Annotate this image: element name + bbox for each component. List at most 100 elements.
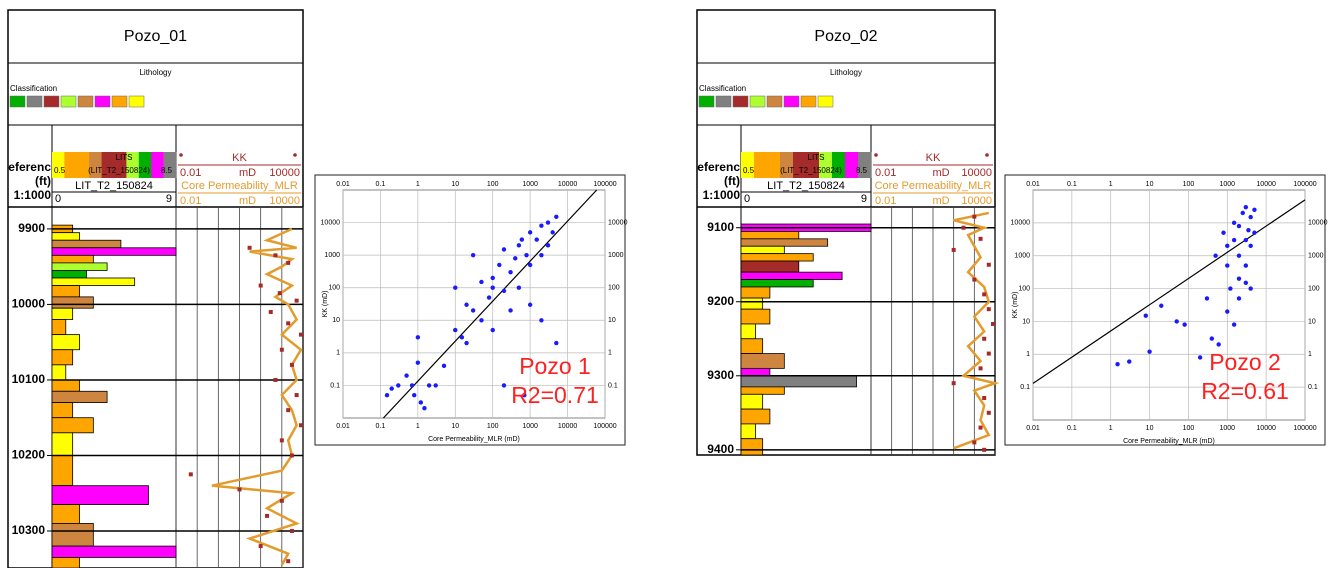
lithology-bar <box>51 319 67 336</box>
depth-header: (ft) <box>35 174 51 188</box>
x-tick-label-top: 100 <box>1183 181 1195 188</box>
lits-strip <box>138 152 152 178</box>
lithology-bar <box>51 247 177 256</box>
kk-point <box>982 395 987 400</box>
lithology-bar <box>51 417 94 434</box>
lits-min: 0.5 <box>743 166 755 175</box>
x-tick-label: 10000 <box>1256 425 1276 432</box>
lits-strip <box>832 152 846 178</box>
kk-point <box>294 298 299 303</box>
curve-max: 9 <box>861 193 867 205</box>
class-swatch <box>111 95 128 108</box>
point <box>1159 303 1164 308</box>
point <box>404 373 409 378</box>
point <box>554 340 559 346</box>
header-dot <box>179 153 183 157</box>
kk-point <box>279 498 284 503</box>
x-tick-label: 0.01 <box>1026 425 1040 432</box>
x-tick-label: 1000 <box>1219 425 1235 432</box>
lithology-bar <box>51 504 80 524</box>
lithology-bar <box>740 367 771 377</box>
point <box>1236 276 1242 281</box>
point <box>516 285 522 290</box>
point <box>501 383 507 388</box>
kk-point <box>289 528 294 533</box>
y-tick-label: 1000 <box>1014 253 1030 260</box>
header-dot <box>874 153 878 157</box>
annotation: R2=0.61 <box>1201 378 1289 404</box>
curve-name: Core Permeability_MLR <box>875 180 992 192</box>
kk-point <box>279 347 284 352</box>
class-swatch <box>94 95 111 108</box>
kk-point <box>188 472 193 477</box>
curve-unit: mD <box>239 167 256 179</box>
curve-name: LIT_T2_150824 <box>767 180 845 192</box>
lithology-bar <box>51 485 149 505</box>
kk-point <box>982 292 987 297</box>
point <box>1243 263 1249 268</box>
kk-point <box>268 309 273 314</box>
kk-point <box>978 366 983 371</box>
point <box>539 223 544 228</box>
lits-strip <box>741 152 755 178</box>
y-tick-label: 10 <box>332 317 340 324</box>
annotation: Pozo 1 <box>519 353 591 379</box>
curve-max: 10000 <box>269 167 300 179</box>
depth-label: 9100 <box>707 220 734 234</box>
x-tick-label-top: 1000 <box>1219 181 1235 188</box>
point <box>539 318 544 323</box>
lithology-bar <box>51 270 87 279</box>
point <box>1127 359 1132 364</box>
header-dot <box>985 153 989 157</box>
point <box>1147 349 1152 354</box>
lithology-bar <box>51 349 74 366</box>
x-tick-label-top: 0.01 <box>1026 181 1040 188</box>
class-swatch <box>766 95 783 108</box>
lithology-bar <box>51 285 80 298</box>
lithology-bar <box>51 254 94 264</box>
class-swatch <box>800 95 817 108</box>
y-axis-label: KK (mD) <box>1012 292 1019 319</box>
point <box>545 243 551 248</box>
x-tick-label-top: 1 <box>1109 181 1113 188</box>
lits-strip <box>126 152 140 178</box>
point <box>490 327 495 333</box>
lithology-title: Lithology <box>139 68 171 77</box>
y-tick-label: 10 <box>1022 318 1030 325</box>
point <box>415 360 421 365</box>
well-title: Pozo_02 <box>814 28 877 45</box>
point <box>1243 204 1249 210</box>
point <box>1252 230 1257 235</box>
point <box>409 383 415 388</box>
lithology-bar <box>740 308 771 325</box>
point <box>501 247 507 252</box>
y-tick-label-right: 0.1 <box>1308 384 1318 391</box>
point <box>1115 361 1120 367</box>
x-tick-label: 1 <box>416 423 420 430</box>
y-tick-label: 0.1 <box>330 382 340 389</box>
point <box>453 285 458 290</box>
point <box>459 335 465 340</box>
point <box>1209 336 1215 341</box>
point <box>453 327 458 333</box>
curve-name: LIT_T2_150824 <box>75 180 153 192</box>
depth-header: 1:1000 <box>703 188 741 202</box>
depth-label: 10200 <box>12 448 46 462</box>
point <box>550 230 555 235</box>
lithology-bar <box>740 393 764 410</box>
kk-point <box>972 214 977 219</box>
lits-max: 8.5 <box>161 166 173 175</box>
class-swatch <box>77 95 94 108</box>
depth-label: 9900 <box>18 221 45 235</box>
x-tick-label-top: 0.1 <box>376 181 386 188</box>
lithology-bar <box>740 386 785 395</box>
x-tick-label-top: 10000 <box>1256 181 1276 188</box>
kk-point <box>986 262 991 267</box>
point <box>470 308 476 313</box>
curve-min: 0 <box>55 193 61 205</box>
y-tick-label-right: 10000 <box>608 219 628 226</box>
lithology-bar <box>51 277 136 286</box>
point <box>490 275 495 281</box>
lits-strip <box>793 152 807 178</box>
x-tick-label-top: 1 <box>416 181 420 188</box>
